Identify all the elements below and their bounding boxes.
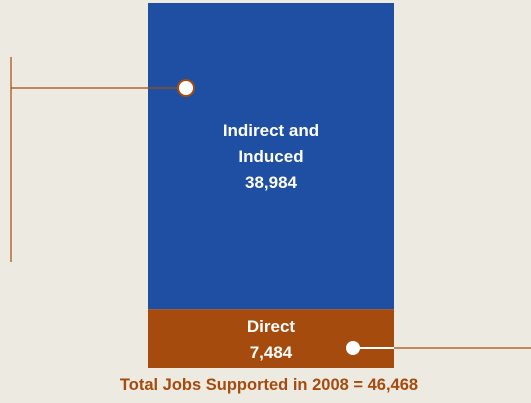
callout-left-dot bbox=[177, 79, 195, 97]
label-indirect-induced-line2: Induced bbox=[238, 147, 303, 166]
value-indirect-induced: 38,984 bbox=[245, 173, 298, 192]
callout-right-dot bbox=[346, 341, 360, 355]
callout-group bbox=[10, 57, 531, 355]
bar-indirect-induced bbox=[148, 3, 394, 310]
label-direct: Direct bbox=[247, 317, 296, 336]
bar-group bbox=[148, 3, 394, 368]
chart-title: Total Jobs Supported in 2008 = 46,468 bbox=[120, 376, 418, 394]
bar-direct bbox=[148, 309, 394, 368]
label-indirect-induced-line1: Indirect and bbox=[223, 121, 319, 140]
value-direct: 7,484 bbox=[250, 343, 293, 362]
label-group: Indirect and Induced 38,984 Direct 7,484 bbox=[223, 121, 319, 362]
